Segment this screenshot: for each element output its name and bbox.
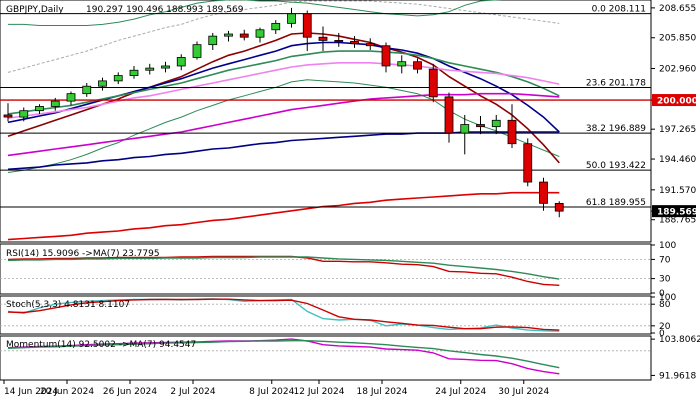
candle-body <box>176 57 186 67</box>
fibonacci-level-label: 38.2 196.889 <box>586 124 646 134</box>
candle-body <box>145 67 155 71</box>
candle-body <box>224 33 233 37</box>
indicator-axis-label: 100 <box>659 241 676 251</box>
candle-body <box>491 119 501 128</box>
candle-body <box>255 29 265 38</box>
fibonacci-level-label: 50.0 193.422 <box>586 161 646 171</box>
bollinger-band-line <box>7 0 560 73</box>
price-badge-box <box>652 94 696 107</box>
bollinger-band-line <box>8 0 503 26</box>
candle-body <box>476 124 485 128</box>
candle-body <box>318 36 328 41</box>
time-axis-label: 14 Jun 2024 <box>4 387 58 397</box>
candle-body <box>129 69 139 76</box>
indicator-axis-label: 30 <box>659 275 671 285</box>
candle-body <box>208 35 218 46</box>
time-axis-label: 8 Jul 2024 <box>249 387 294 397</box>
candle-body <box>554 202 564 212</box>
candle-body <box>192 44 202 58</box>
indicator-axis-label: 80 <box>659 300 671 310</box>
moving-average-line <box>7 191 560 241</box>
stoch-panel-frame <box>0 295 652 335</box>
price-axis-label: 191.570 <box>659 186 696 196</box>
candle-body <box>239 33 249 38</box>
fibonacci-level-label: 0.0 208.111 <box>592 5 646 15</box>
candle-body <box>98 80 107 87</box>
time-axis-label: 24 Jul 2024 <box>435 387 486 397</box>
price-axis-label: 188.765 <box>659 216 696 226</box>
price-axis-label: 194.460 <box>659 155 696 165</box>
indicator-header: RSI(14) 15.9096 ->MA(7) 23.7795 <box>6 249 160 259</box>
time-axis-label: 20 Jun 2024 <box>40 387 94 397</box>
indicator-header: Momentum(14) 92.5002 ->MA(7) 94.4547 <box>6 340 196 350</box>
candle-body <box>66 93 76 102</box>
indicator-header: Stoch(5,3,3) 4.8131 8.1107 <box>6 300 130 310</box>
indicator-line <box>7 256 560 280</box>
price-axis-label: 208.655 <box>659 4 696 14</box>
candle-body <box>334 40 344 42</box>
moving-average-line <box>7 92 560 157</box>
indicator-line <box>7 340 560 369</box>
time-axis-label: 18 Jul 2024 <box>357 387 408 397</box>
candle-body <box>413 61 422 70</box>
fibonacci-level-label: 23.6 201.178 <box>586 79 646 89</box>
candle-body <box>287 13 296 24</box>
fibonacci-level-label: 61.8 189.955 <box>586 198 646 208</box>
candle-body <box>82 85 92 95</box>
candle-body <box>271 22 281 31</box>
candle-body <box>35 106 44 112</box>
time-axis-label: 2 Jul 2024 <box>170 387 215 397</box>
price-axis-label: 202.960 <box>659 65 696 75</box>
indicator-axis-label: 0 <box>659 289 665 299</box>
candle-body <box>539 181 548 204</box>
candle-body <box>523 143 533 183</box>
price-badge-label: 200.000 <box>657 97 698 107</box>
price-badge-box <box>652 205 696 218</box>
candle-body <box>444 96 454 134</box>
moving-average-line <box>7 61 560 119</box>
symbol-label: GBPJPY,Daily <box>6 5 64 15</box>
candle-body <box>365 43 375 47</box>
candle-body <box>161 65 170 69</box>
price-axis-label: 197.265 <box>659 125 696 135</box>
time-axis-label: 26 Jun 2024 <box>103 387 157 397</box>
time-axis-label: 30 Jul 2024 <box>498 387 549 397</box>
indicator-line <box>7 298 560 331</box>
indicator-axis-label: 91.9618 <box>659 371 696 381</box>
candle-body <box>19 110 29 118</box>
candle-body <box>113 75 123 82</box>
indicator-axis-label: 100 <box>659 293 676 303</box>
candle-body <box>428 68 438 98</box>
bollinger-band-line <box>7 79 560 173</box>
candle-body <box>460 124 470 134</box>
price-axis-label: 205.850 <box>659 34 696 44</box>
momentum-panel-frame <box>0 335 652 381</box>
candle-body <box>50 100 60 107</box>
candle-body <box>3 114 13 118</box>
candle-body <box>507 119 517 145</box>
indicator-axis-label: 103.8062 <box>659 335 700 345</box>
time-axis-label: 12 Jul 2024 <box>294 387 345 397</box>
indicator-axis-label: 70 <box>659 255 671 265</box>
indicator-axis-label: 20 <box>659 322 671 332</box>
candle-body <box>381 45 391 67</box>
candle-body <box>397 61 407 67</box>
candle-body <box>350 41 359 45</box>
price-badge-label: 189.569 <box>657 208 698 218</box>
indicator-line <box>7 338 560 375</box>
price-panel-frame <box>0 0 652 243</box>
rsi-panel-frame <box>0 243 652 295</box>
ohlc-readout: 190.297 190.496 188.993 189.569 <box>86 5 244 15</box>
indicator-axis-label: 0 <box>659 329 665 339</box>
candle-body <box>302 13 312 38</box>
